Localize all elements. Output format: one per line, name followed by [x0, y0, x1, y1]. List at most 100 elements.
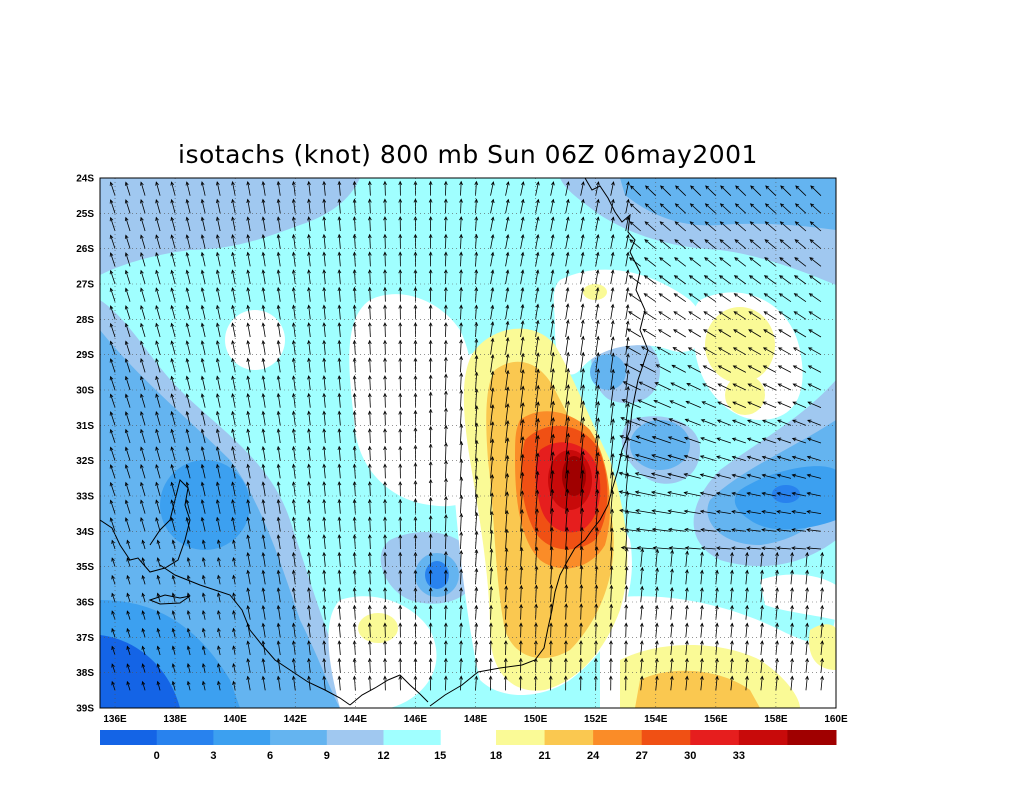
wind-arrow — [337, 498, 342, 514]
wind-arrow — [746, 528, 761, 532]
wind-arrow — [261, 410, 266, 426]
wind-arrow — [383, 569, 387, 585]
wind-arrow — [171, 627, 176, 638]
wind-arrow — [156, 539, 161, 550]
wind-arrow — [428, 657, 433, 673]
wind-arrow — [580, 450, 585, 479]
wind-arrow — [760, 657, 764, 673]
wind-arrow — [791, 473, 807, 479]
wind-arrow — [215, 428, 221, 444]
wind-arrow — [185, 287, 191, 302]
wind-arrow — [669, 400, 686, 409]
wind-arrow — [383, 339, 387, 355]
wind-arrow — [764, 239, 777, 249]
colorbar-label: 30 — [684, 750, 696, 762]
wind-arrow — [730, 622, 734, 638]
wind-arrow — [126, 627, 131, 638]
wind-arrow — [704, 257, 717, 267]
wind-arrow — [667, 454, 686, 462]
wind-arrow — [659, 239, 672, 249]
wind-arrow — [307, 339, 311, 355]
wind-arrow — [398, 198, 403, 214]
wind-arrow — [673, 329, 687, 338]
wind-arrow — [793, 275, 807, 285]
wind-arrow — [730, 551, 734, 567]
wind-arrow — [595, 303, 600, 320]
wind-arrow — [504, 604, 508, 620]
wind-arrow — [703, 293, 717, 302]
wind-arrow — [534, 565, 539, 585]
wind-arrow — [717, 365, 732, 373]
wind-arrow — [383, 587, 387, 603]
wind-arrow — [651, 435, 671, 444]
wind-arrow — [610, 251, 615, 267]
wind-arrow — [564, 564, 569, 585]
wind-arrow — [629, 185, 642, 196]
wind-arrow — [474, 388, 479, 408]
wind-arrow — [352, 269, 357, 285]
wind-arrow — [794, 221, 807, 232]
wind-arrow — [276, 410, 281, 426]
wind-arrow — [291, 516, 296, 532]
wind-arrow — [669, 622, 674, 638]
wind-arrow — [185, 251, 191, 267]
wind-arrow — [459, 339, 463, 355]
wind-arrow — [625, 402, 630, 426]
wind-arrow — [398, 339, 403, 355]
wind-arrow — [109, 340, 116, 355]
wind-arrow — [778, 329, 792, 338]
wind-arrow — [550, 417, 555, 444]
wind-arrow — [733, 293, 747, 302]
wind-arrow — [719, 203, 732, 214]
wind-arrow — [276, 428, 281, 444]
wind-arrow — [140, 464, 146, 479]
wind-arrow — [625, 234, 630, 249]
wind-arrow — [124, 499, 131, 514]
wind-arrow — [594, 640, 598, 656]
wind-arrow — [307, 657, 311, 673]
wind-arrow — [261, 516, 266, 532]
wind-arrow — [731, 437, 747, 444]
wind-arrow — [684, 527, 701, 532]
lon-tick-label: 150E — [524, 714, 548, 725]
wind-arrow — [246, 551, 251, 567]
wind-arrow — [383, 180, 387, 196]
wind-arrow — [734, 239, 747, 249]
wind-arrow — [534, 584, 539, 603]
wind-arrow — [535, 401, 540, 426]
wind-arrow — [761, 455, 777, 462]
wind-arrow — [111, 627, 116, 638]
wind-arrow — [595, 352, 600, 373]
wind-arrow — [307, 198, 311, 214]
wind-arrow — [704, 203, 717, 214]
wind-arrow — [261, 481, 266, 497]
wind-arrow — [805, 657, 809, 673]
wind-arrow — [700, 569, 704, 585]
wind-arrow — [200, 251, 206, 267]
wind-arrow — [337, 216, 342, 232]
wind-arrow — [779, 203, 792, 214]
wind-arrow — [459, 440, 464, 461]
wind-arrow — [490, 234, 495, 249]
wind-arrow — [337, 322, 342, 338]
wind-arrow — [170, 463, 176, 479]
wind-arrow — [459, 568, 463, 585]
wind-arrow — [459, 622, 463, 638]
wind-arrow — [806, 528, 822, 532]
wind-arrow — [685, 569, 689, 585]
wind-arrow — [579, 622, 583, 638]
wind-arrow — [459, 269, 463, 285]
wind-arrow — [685, 657, 689, 673]
wind-arrow — [609, 584, 614, 603]
wind-arrow — [459, 406, 464, 426]
wind-arrow — [580, 416, 586, 444]
wind-arrow — [367, 516, 372, 532]
wind-arrow — [747, 347, 762, 356]
wind-arrow — [565, 351, 570, 373]
wind-arrow — [595, 417, 600, 444]
wind-arrow — [564, 584, 569, 603]
wind-arrow — [518, 640, 523, 656]
wind-arrow — [550, 384, 555, 408]
wind-arrow — [111, 539, 116, 550]
